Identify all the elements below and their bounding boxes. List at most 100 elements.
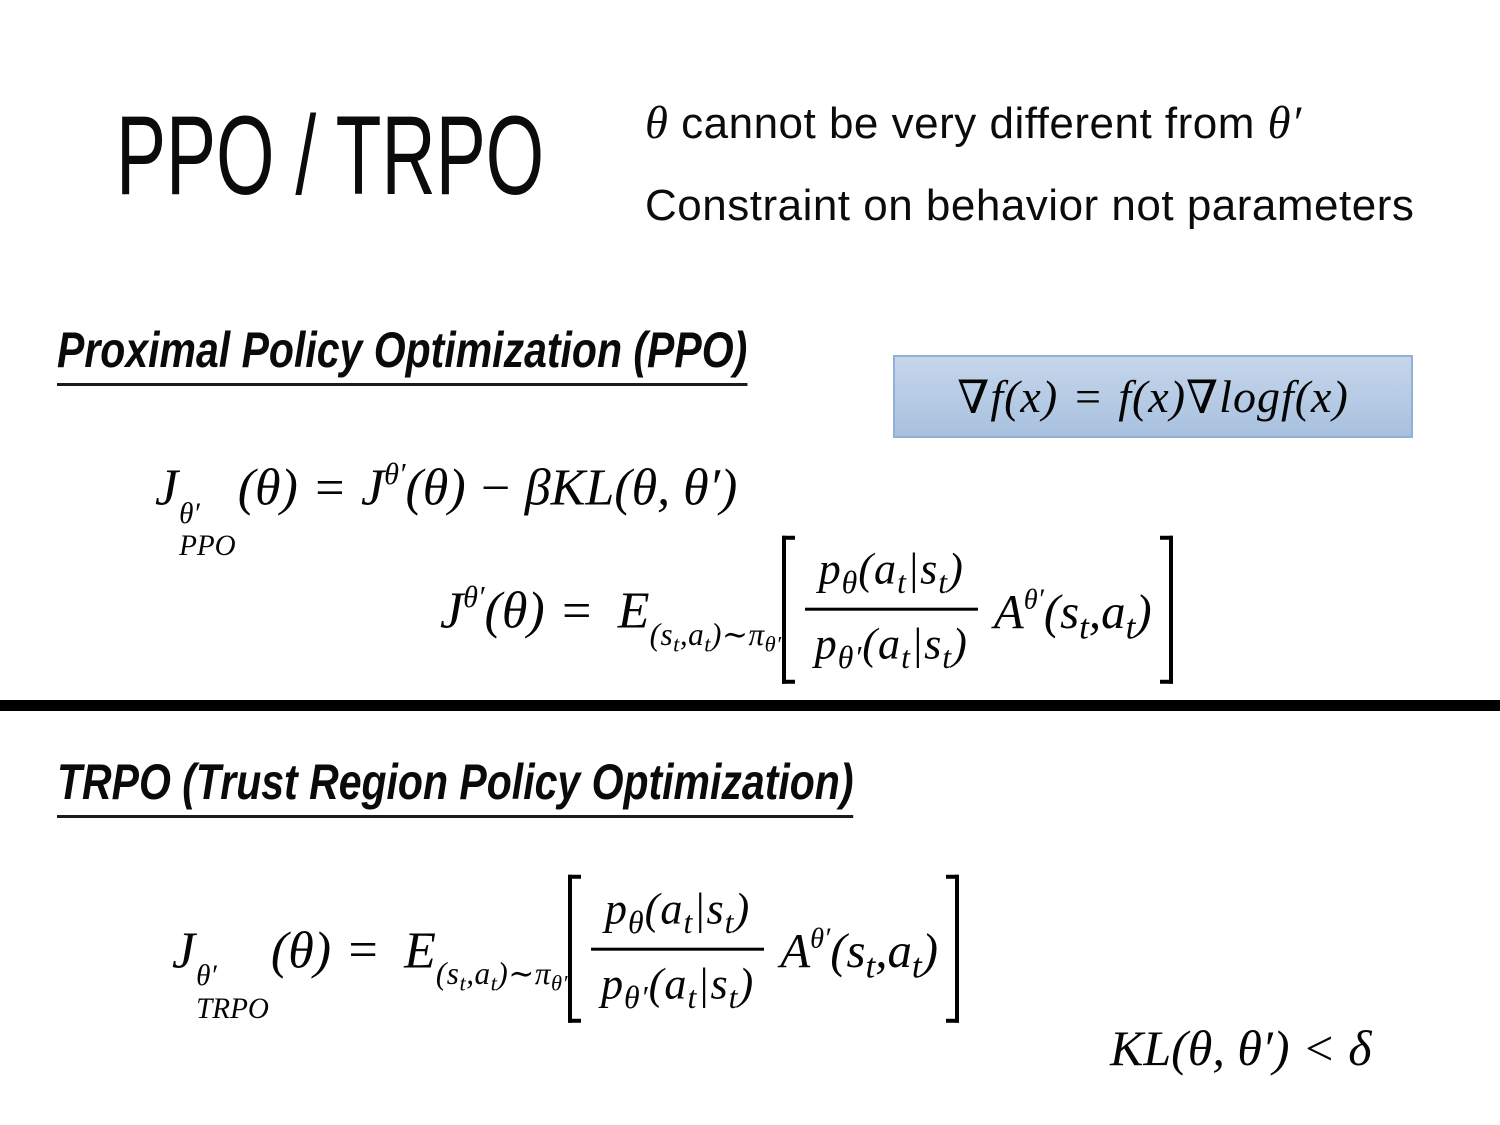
token: (s (1043, 583, 1080, 639)
token: logf(x) (1219, 371, 1349, 422)
token: (a (858, 544, 898, 594)
token: (a (644, 884, 684, 934)
kl-penalty-term: βKL(θ, θ′) (524, 459, 738, 517)
token: (θ) (484, 582, 545, 640)
superscript: θ′ (384, 457, 406, 491)
token: (a (862, 619, 902, 669)
fraction-numerator: pθ(at|st) (804, 544, 978, 611)
superscript: θ′ (810, 924, 831, 955)
token: p (818, 544, 842, 594)
probability-ratio-fraction: pθ(at|st) pθ′(at|st) (590, 884, 765, 1016)
J-symbol: J (440, 582, 464, 640)
subscript-t: t (490, 971, 498, 997)
token: f(x) (1118, 371, 1187, 422)
token: |s (693, 884, 725, 934)
expectation-subscript: (st,at)∼πθ′ (435, 956, 568, 996)
J-symbol: J (172, 922, 196, 980)
token: )∼π (497, 956, 551, 992)
gradient-identity-box: ∇ f(x) = f(x) ∇ logf(x) (893, 355, 1413, 438)
subscript: TRPO (196, 992, 269, 1025)
subscript-t: t (724, 904, 735, 940)
token: p (604, 884, 629, 934)
subscript-t: t (942, 640, 953, 676)
subscript-t: t (704, 631, 711, 657)
right-bracket (1159, 535, 1173, 684)
kl-constraint-formula: KL(θ, θ′) < δ (1110, 1020, 1372, 1076)
subscript-t: t (673, 631, 680, 657)
subscript-t: t (728, 980, 739, 1016)
superscript: θ′ (1023, 584, 1044, 616)
subscript-t: t (687, 980, 698, 1016)
token: (θ) (237, 459, 298, 517)
token: ,a (466, 956, 491, 992)
subscript-t: t (865, 946, 876, 986)
nabla-symbol: ∇ (957, 371, 991, 423)
expectation-symbol: E (404, 922, 436, 980)
equals-sign: = (311, 459, 347, 517)
subscript-t: t (683, 904, 694, 940)
fraction-denominator: pθ′(at|st) (591, 951, 764, 1016)
probability-ratio-fraction: pθ(at|st) pθ′(at|st) (804, 544, 978, 676)
A-symbol: A (993, 583, 1024, 639)
fraction-denominator: pθ′(at|st) (805, 611, 978, 676)
slide-title: PPO / TRPO (116, 93, 545, 218)
subscript-theta-prime: θ′ (551, 971, 568, 997)
expected-value-formula: Jθ′(θ) = E(st,at)∼πθ′ pθ(at|st) pθ′(at|st) Aθ… (440, 522, 1173, 684)
advantage-term: Aθ′(st,at) (780, 923, 938, 986)
subscript-theta-prime: θ′ (764, 631, 782, 657)
token: ,a (875, 923, 912, 979)
theta-prime-symbol: θ′ (1267, 97, 1302, 149)
token: (s (830, 923, 866, 979)
right-bracket (945, 875, 959, 1024)
token: p (814, 619, 838, 669)
token: (s (649, 616, 674, 652)
subscript-t: t (901, 640, 911, 676)
sup-sub-stack: θ′ TRPO (196, 962, 269, 1024)
A-symbol: A (780, 923, 811, 979)
left-bracket (781, 535, 795, 684)
token: )∼π (710, 616, 765, 652)
token: p (600, 959, 625, 1009)
minus-sign: − (477, 459, 513, 517)
subscript-t: t (911, 946, 922, 986)
subscript-t: t (459, 971, 467, 997)
subscript-t: t (897, 565, 907, 601)
superscript: θ′ (463, 580, 485, 614)
J-symbol: J (360, 459, 385, 517)
token: ) (921, 923, 938, 979)
subscript-t: t (1079, 607, 1089, 647)
J-symbol: J (155, 459, 179, 517)
expectation-subscript: (st,at)∼πθ′ (649, 616, 782, 657)
advantage-term: Aθ′(st,at) (993, 583, 1152, 647)
trpo-section-heading: TRPO (Trust Region Policy Optimization) (57, 756, 854, 818)
theta-symbol: θ (645, 97, 669, 149)
ppo-section-heading: Proximal Policy Optimization (PPO) (57, 324, 748, 386)
token: ) (1135, 583, 1152, 639)
superscript: θ′ (179, 497, 200, 530)
subscript-theta: θ (841, 565, 859, 601)
subscript-theta-prime: θ′ (624, 980, 649, 1016)
left-bracket (567, 875, 581, 1024)
note-line-1: θ cannot be very different from θ′ (645, 96, 1302, 150)
equals-sign: = (1072, 371, 1105, 422)
subscript-t: t (938, 565, 949, 601)
token: (s (435, 956, 460, 992)
token: ) (738, 959, 755, 1009)
subscript: PPO (179, 530, 236, 563)
token: (a (648, 959, 688, 1009)
fraction-numerator: pθ(at|st) (590, 884, 765, 951)
token: ,a (1088, 583, 1126, 639)
subscript-t: t (1125, 607, 1136, 647)
token: ) (948, 544, 964, 594)
nabla-symbol: ∇ (1186, 371, 1220, 423)
equals-sign: = (558, 582, 594, 640)
section-divider (0, 700, 1500, 711)
token: ) (734, 884, 751, 934)
subscript-theta: θ (628, 904, 645, 940)
expectation-symbol: E (617, 582, 650, 640)
token: f(x) (990, 371, 1059, 422)
token: ,a (679, 616, 705, 652)
token: (θ) (405, 459, 466, 517)
